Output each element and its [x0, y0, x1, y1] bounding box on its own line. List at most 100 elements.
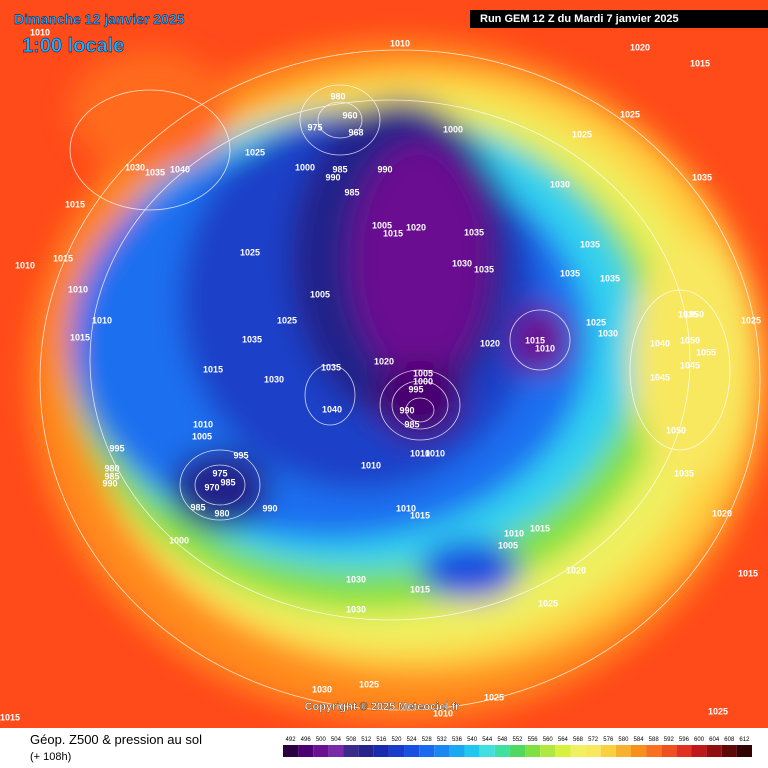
scale-swatch: [283, 745, 299, 757]
isobar-label: 990: [399, 405, 414, 415]
scale-swatch: [298, 745, 314, 757]
isobar-label: 980: [214, 508, 229, 518]
isobar-label: 980: [104, 463, 119, 473]
isobar-label: 1035: [321, 362, 341, 372]
isobar-label: 1035: [580, 239, 600, 249]
footer-subtitle: (+ 108h): [30, 751, 71, 763]
isobar-label: 995: [408, 384, 423, 394]
run-info: Run GEM 12 Z du Mardi 7 janvier 2025: [480, 13, 679, 25]
isobar-label: 1030: [346, 604, 366, 614]
scale-label: 544: [482, 737, 493, 743]
isobar-label: 1030: [598, 328, 618, 338]
isobar-label: 975: [212, 468, 227, 478]
isobar-label: 1010: [433, 708, 453, 718]
isobar-label: 1045: [680, 360, 700, 370]
isobar-label: 1025: [708, 706, 728, 716]
scale-label: 492: [286, 737, 297, 743]
isobar-label: 1025: [741, 315, 761, 325]
isobar-label: 1035: [692, 172, 712, 182]
color-scale: 492 496 500 504 508 512 516 520 524 528 532 536 540 5…: [283, 737, 752, 757]
scale-label: 600: [694, 737, 705, 743]
scale-label: 564: [558, 737, 569, 743]
isobar-label: 1010: [504, 528, 524, 538]
isobar-label: 1010: [15, 260, 35, 270]
isobar-label: 1010: [30, 27, 50, 37]
scale-swatch: [721, 745, 737, 757]
scale-swatch: [388, 745, 405, 757]
footer-title: Géop. Z500 & pression au sol: [30, 732, 202, 747]
isobar-label: 970: [204, 482, 219, 492]
scale-swatch: [691, 745, 707, 757]
scale-label: 524: [407, 737, 418, 743]
isobar-label: 1015: [53, 253, 73, 263]
isobar-label: 1035: [674, 468, 694, 478]
isobar-label: 1015: [410, 584, 430, 594]
scale-swatch: [646, 745, 662, 757]
scale-swatch: [630, 745, 647, 757]
isobar-label: 985: [344, 187, 359, 197]
scale-swatch: [358, 745, 374, 757]
isobar-label: 1050: [680, 335, 700, 345]
isobar-label: 990: [325, 172, 340, 182]
isobar-label: 1020: [480, 338, 500, 348]
scale-label: 588: [649, 737, 660, 743]
isobar-label: 1015: [690, 58, 710, 68]
isobar-label: 1010: [361, 460, 381, 470]
isobar-label: 1025: [620, 109, 640, 119]
isobar-label: 1025: [240, 247, 260, 257]
isobar-label: 968: [348, 127, 363, 137]
scale-label: 504: [331, 737, 342, 743]
isobar-label: 1020: [712, 508, 732, 518]
isobar-label: 1035: [242, 334, 262, 344]
scale-swatch: [525, 745, 541, 757]
date-label: Dimanche 12 janvier 2025: [14, 11, 185, 27]
isobar-label: 985: [404, 419, 419, 429]
isobar-label: 1030: [125, 162, 145, 172]
isobar-label: 960: [342, 110, 357, 120]
isobar-label: 1050: [684, 309, 704, 319]
isobar-label: 1025: [572, 129, 592, 139]
isobar-label: 985: [332, 164, 347, 174]
scale-label: 596: [679, 737, 690, 743]
isobar-label: 1030: [264, 374, 284, 384]
isobar-label: 980: [330, 91, 345, 101]
scale-swatch: [661, 745, 677, 757]
scale-label: 612: [739, 737, 750, 743]
scale-swatch: [343, 745, 359, 757]
scale-swatch: [676, 745, 692, 757]
scale-label: 576: [603, 737, 614, 743]
scale-label: 496: [301, 737, 312, 743]
scale-label: 572: [588, 737, 599, 743]
isobar-label: 1030: [312, 684, 332, 694]
isobar-label: 1035: [464, 227, 484, 237]
scale-swatch: [404, 745, 420, 757]
isobar-label: 1005: [498, 540, 518, 550]
map-field: [0, 0, 768, 728]
isobar-label: 1010: [68, 284, 88, 294]
scale-label: 580: [618, 737, 629, 743]
isobar-label: 985: [104, 471, 119, 481]
scale-label: 552: [512, 737, 523, 743]
isobar-label: 995: [233, 450, 248, 460]
isobar-label: 1015: [738, 568, 758, 578]
scale-label: 604: [709, 737, 720, 743]
scale-swatch: [615, 745, 631, 757]
isobar-label: 1005: [413, 368, 433, 378]
isobar-label: 1020: [374, 356, 394, 366]
scale-label: 508: [346, 737, 357, 743]
isobar-label: 1030: [346, 574, 366, 584]
isobar-label: 1035: [145, 167, 165, 177]
scale-swatch: [373, 745, 389, 757]
scale-swatch: [434, 745, 450, 757]
time-label: 1:00 locale: [22, 35, 124, 57]
scale-swatch: [736, 745, 752, 757]
scale-label: 532: [437, 737, 448, 743]
isobar-label: 1010: [193, 419, 213, 429]
isobar-label: 1010: [396, 503, 416, 513]
isobar-label: 1025: [484, 692, 504, 702]
isobar-label: 990: [377, 164, 392, 174]
isobar-label: 1000: [443, 124, 463, 134]
scale-swatch: [313, 745, 329, 757]
